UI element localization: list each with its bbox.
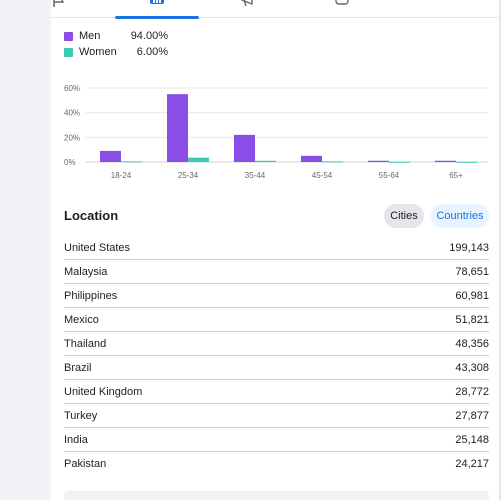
country-name: United Kingdom xyxy=(64,385,143,398)
bar-men-18-24[interactable] xyxy=(100,150,121,162)
list-item: Brazil 43,308 xyxy=(64,356,489,380)
next-section-edge xyxy=(64,491,489,500)
country-name: United States xyxy=(64,241,131,254)
y-tick-label: 20% xyxy=(64,133,80,142)
country-value: 199,143 xyxy=(449,241,489,254)
bar-men-55-64[interactable] xyxy=(368,160,389,162)
list-item: Philippines 60,981 xyxy=(64,284,489,308)
x-tick-label: 35-44 xyxy=(245,171,266,180)
bar-men-45-54[interactable] xyxy=(301,155,322,162)
bar-women-45-54[interactable] xyxy=(322,161,343,163)
scrollbar-track[interactable] xyxy=(499,0,501,500)
country-value: 60,981 xyxy=(455,289,489,302)
country-name: Brazil xyxy=(64,361,92,374)
active-tab-indicator xyxy=(115,16,199,19)
insights-card: Men 94.00% Women 6.00% 60% 40% 20% 0% 18-24 2… xyxy=(51,0,501,500)
bar-women-18-24[interactable] xyxy=(121,161,142,163)
country-name: Malaysia xyxy=(64,265,108,278)
list-item: Turkey 27,877 xyxy=(64,404,489,428)
y-tick-label: 60% xyxy=(64,84,80,93)
legend-value: 6.00% xyxy=(136,46,168,58)
bar-women-35-44[interactable] xyxy=(255,160,276,162)
country-name: Pakistan xyxy=(64,458,107,470)
flag-icon[interactable] xyxy=(51,0,69,8)
bar-women-65+[interactable] xyxy=(456,161,477,163)
legend-label: Women xyxy=(79,46,117,58)
list-item: United States 199,143 xyxy=(64,236,489,260)
legend-item-men: Men 94.00% xyxy=(64,29,168,43)
insights-icon[interactable] xyxy=(148,0,166,8)
age-gender-bar-chart: 60% 40% 20% 0% 18-24 25-34 35-44 45-54 55-64 65+ xyxy=(64,84,488,180)
list-item: India 25,148 xyxy=(64,428,489,452)
bar-women-55-64[interactable] xyxy=(389,161,410,163)
men-swatch xyxy=(64,31,73,41)
country-value: 51,821 xyxy=(455,313,489,326)
bar-women-25-34[interactable] xyxy=(188,157,209,162)
legend-item-women: Women 6.00% xyxy=(64,45,168,59)
list-item: Mexico 51,821 xyxy=(64,308,489,332)
left-rail xyxy=(0,0,51,500)
x-tick-label: 25-34 xyxy=(178,171,199,180)
y-tick-label: 0% xyxy=(64,158,76,167)
y-tick-label: 40% xyxy=(64,109,80,118)
bar-men-65+[interactable] xyxy=(435,160,456,162)
legend-label: Men xyxy=(79,30,101,42)
list-item: Malaysia 78,651 xyxy=(64,260,489,284)
country-name: Mexico xyxy=(64,313,99,326)
women-swatch xyxy=(64,47,73,57)
location-title: Location xyxy=(64,208,119,223)
bar-men-35-44[interactable] xyxy=(234,134,255,162)
megaphone-icon[interactable] xyxy=(240,0,258,8)
country-value: 48,356 xyxy=(455,337,489,350)
list-item: Pakistan 24,217 xyxy=(64,452,489,476)
country-value: 78,651 xyxy=(455,265,489,278)
x-tick-label: 55-64 xyxy=(379,171,400,180)
list-item: United Kingdom 28,772 xyxy=(64,380,489,404)
country-value: 43,308 xyxy=(455,361,489,374)
country-name: Thailand xyxy=(64,337,107,350)
x-tick-label: 18-24 xyxy=(111,171,132,180)
tab-bar xyxy=(51,0,501,19)
bar-men-25-34[interactable] xyxy=(167,94,188,162)
country-value: 28,772 xyxy=(455,385,489,398)
country-name: Philippines xyxy=(64,289,118,302)
countries-button[interactable]: Countries xyxy=(431,204,489,228)
x-tick-label: 65+ xyxy=(449,171,463,180)
country-name: India xyxy=(64,433,88,446)
country-name: Turkey xyxy=(64,409,98,422)
location-list: United States 199,143 Malaysia 78,651 Ph… xyxy=(64,236,489,476)
legend-value: 94.00% xyxy=(130,30,168,42)
country-value: 24,217 xyxy=(455,458,489,470)
country-value: 27,877 xyxy=(455,409,489,422)
x-tick-label: 45-54 xyxy=(312,171,333,180)
country-value: 25,148 xyxy=(455,433,489,446)
content-icon[interactable] xyxy=(333,0,351,8)
cities-button[interactable]: Cities xyxy=(384,204,424,228)
list-item: Thailand 48,356 xyxy=(64,332,489,356)
